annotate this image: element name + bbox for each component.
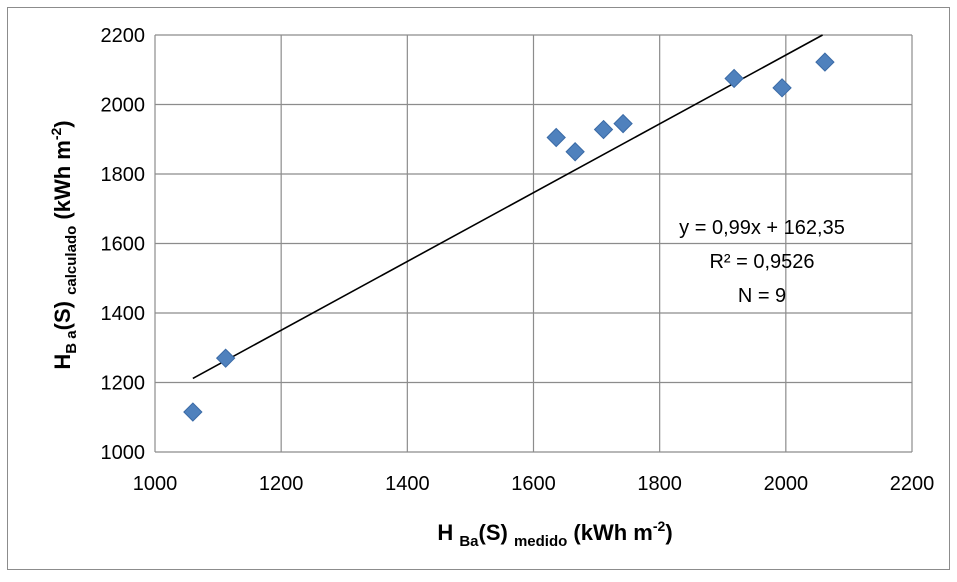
y-tick-label: 1600: [101, 234, 146, 256]
x-tick-label: 1400: [385, 473, 430, 495]
x-axis-title-unit: (kWh m: [567, 520, 653, 545]
grid: [154, 34, 913, 453]
trendline-group: [192, 34, 823, 380]
trendline-equation: y = 0,99x + 162,35: [679, 217, 845, 239]
y-tick-label: 2200: [101, 25, 146, 47]
y-axis-title-unit: (kWh m: [50, 140, 75, 226]
x-axis-title-sub: Ba: [459, 533, 479, 550]
x-axis-title: H Ba(S) medido (kWh m-2): [437, 518, 672, 550]
y-axis-title-sup: -2: [48, 128, 64, 141]
y-tick-label: 1200: [101, 373, 146, 395]
r-squared-label: R² = 0,9526: [709, 251, 814, 273]
data-point-marker: [565, 142, 585, 162]
data-point-marker: [183, 402, 203, 422]
y-axis-title: HB a(S) calculado (kWh m-2): [48, 120, 80, 369]
n-count-label: N = 9: [738, 285, 786, 307]
y-axis-title-end: ): [50, 120, 75, 127]
x-axis-title-end: ): [665, 520, 672, 545]
data-point-marker: [724, 68, 744, 89]
y-axis-title-sub2: calculado: [63, 226, 80, 295]
tick-labels: 1000 1200 1400 1600 1800 2000 2200 1000 1200 1400…: [101, 25, 935, 495]
data-point-marker: [546, 127, 566, 148]
x-tick-label: 1000: [133, 473, 178, 495]
x-axis-title-sub2: medido: [514, 533, 567, 550]
data-point-marker: [613, 113, 633, 134]
data-point-marker: [593, 119, 614, 140]
y-tick-label: 1800: [101, 164, 146, 186]
chart-border: [7, 7, 950, 570]
x-tick-label: 1200: [259, 473, 304, 495]
data-point-marker: [215, 348, 236, 368]
y-tick-label: 2000: [101, 95, 146, 117]
data-point-marker: [815, 52, 835, 72]
data-point-marker: [772, 78, 792, 98]
y-tick-label: 1400: [101, 303, 146, 325]
x-axis-title-main: H: [437, 520, 459, 545]
x-tick-label: 2000: [764, 473, 809, 495]
x-tick-label: 2200: [890, 473, 935, 495]
trendline: [192, 34, 823, 380]
y-axis-title-main: H: [50, 354, 75, 370]
data-points: [183, 52, 835, 422]
y-axis-title-main2: (S): [50, 295, 75, 330]
x-axis-title-sup: -2: [653, 518, 666, 534]
y-axis-title-sub: B a: [63, 330, 80, 354]
x-tick-label: 1800: [637, 473, 682, 495]
x-axis-title-main2: (S): [479, 520, 514, 545]
x-tick-label: 1600: [511, 473, 556, 495]
y-tick-label: 1000: [101, 442, 146, 464]
